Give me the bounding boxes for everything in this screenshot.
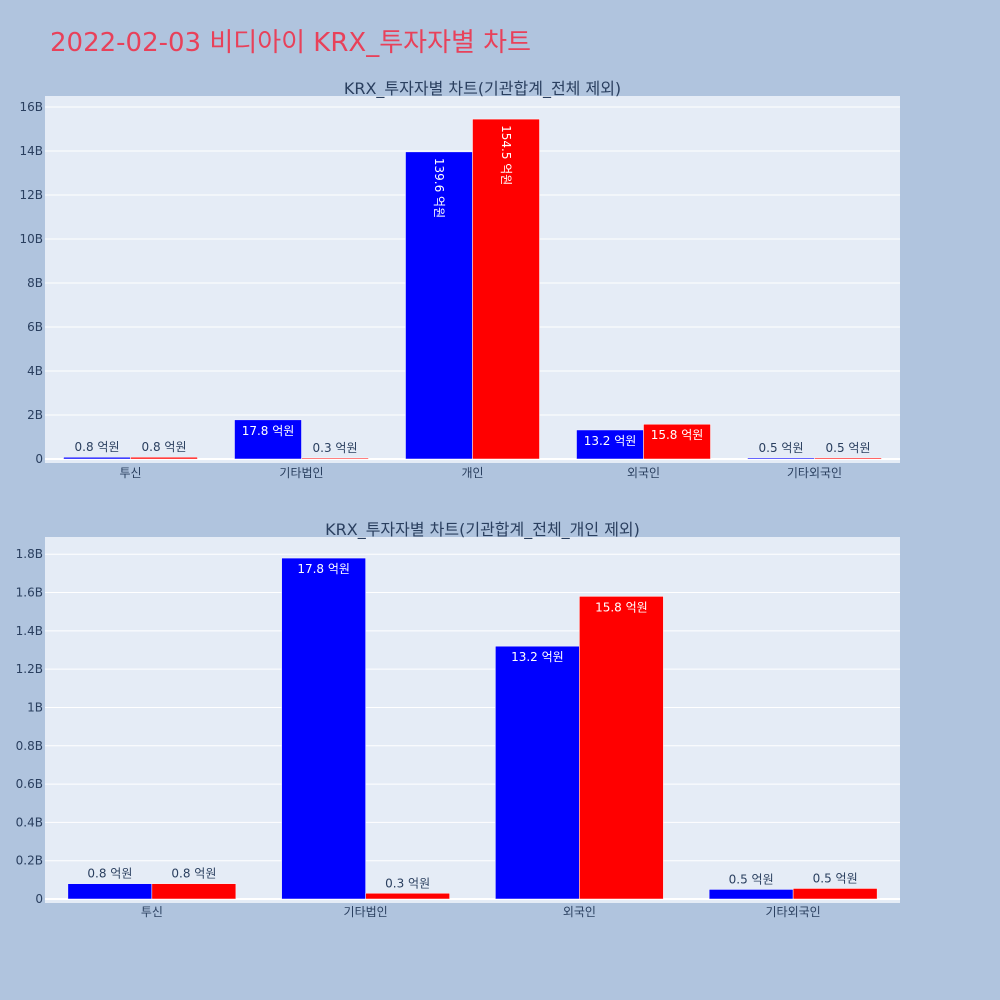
chart-2-data-label: 13.2 억원	[511, 650, 564, 664]
chart-2-y-tick-label: 1.2B	[16, 662, 43, 676]
chart-2-x-tick-label: 기타법인	[344, 905, 388, 919]
chart-1-x-tick-label: 외국인	[627, 466, 660, 480]
chart-2-bar-sell[interactable]	[365, 893, 450, 900]
chart-2-bar-buy[interactable]	[67, 883, 153, 900]
chart-2-bar-buy[interactable]	[495, 645, 580, 900]
chart-1-bar-sell[interactable]	[643, 423, 711, 460]
chart-2-data-label: 0.5 억원	[813, 871, 858, 885]
chart-2-y-tick-label: 1B	[27, 700, 43, 714]
chart-1-data-label: 15.8 억원	[651, 428, 704, 442]
chart-1-bar-sell[interactable]	[814, 457, 882, 460]
chart-1-y-tick-label: 10B	[19, 232, 43, 246]
chart-1-y-tick-label: 2B	[27, 408, 43, 422]
chart-2-bar-sell[interactable]	[579, 596, 664, 900]
chart-1-bar-sell[interactable]	[472, 118, 540, 460]
chart-1-x-tick-label: 기타법인	[279, 466, 323, 480]
chart-2-y-tick-label: 0.4B	[16, 815, 43, 829]
chart-1-data-label: 139.6 억원	[432, 158, 446, 218]
chart-1-y-tick-label: 6B	[27, 320, 43, 334]
chart-2-bar-sell[interactable]	[151, 883, 237, 900]
chart-2-y-tick-label: 0	[35, 892, 43, 906]
chart-2-data-label: 0.8 억원	[87, 867, 132, 881]
chart-1-data-label: 0.8 억원	[75, 440, 120, 454]
chart-2-y-tick-label: 0.6B	[16, 777, 43, 791]
chart-1-y-tick-label: 8B	[27, 276, 43, 290]
chart-1-data-label: 0.8 억원	[142, 440, 187, 454]
chart-1-data-label: 0.3 억원	[313, 441, 358, 455]
chart-2-bar-buy[interactable]	[281, 557, 366, 900]
chart-2-title: KRX_투자자별 차트(기관합계_전체_개인 제외)	[325, 520, 640, 540]
chart-1-y-tick-label: 14B	[19, 144, 43, 158]
chart-1-x-tick-label: 기타외국인	[787, 466, 842, 480]
chart-2-y-tick-label: 0.8B	[16, 739, 43, 753]
chart-2-x-tick-label: 기타외국인	[766, 905, 821, 919]
chart-1-bar-buy[interactable]	[747, 457, 815, 460]
chart-2-y-tick-label: 0.2B	[16, 854, 43, 868]
chart-1-bar-sell[interactable]	[130, 456, 198, 460]
chart-2-bar-buy[interactable]	[708, 889, 794, 900]
chart-2-x-tick-label: 외국인	[563, 905, 596, 919]
chart-2-y-tick-label: 1.4B	[16, 624, 43, 638]
chart-2-data-label: 0.8 억원	[171, 867, 216, 881]
chart-1-data-label: 0.5 억원	[759, 441, 804, 455]
chart-2-x-tick-label: 투신	[141, 905, 163, 919]
chart-1-bar-buy[interactable]	[576, 429, 644, 460]
chart-2-y-tick-label: 1.6B	[16, 586, 43, 600]
chart-1-bar-buy[interactable]	[63, 456, 131, 460]
chart-2-data-label: 0.3 억원	[385, 876, 430, 890]
chart-1-data-label: 13.2 억원	[584, 434, 637, 448]
chart-2-y-tick-label: 1.8B	[16, 547, 43, 561]
chart-1-title: KRX_투자자별 차트(기관합계_전체 제외)	[344, 79, 621, 99]
chart-1-data-label: 17.8 억원	[242, 424, 295, 438]
chart-1-data-label: 154.5 억원	[499, 125, 513, 185]
chart-1-bar-sell[interactable]	[301, 457, 369, 460]
chart-2-plot-area	[45, 537, 900, 903]
chart-1-bar-buy[interactable]	[234, 419, 302, 460]
chart-2-data-label: 0.5 억원	[729, 872, 774, 886]
chart-2-bar-sell[interactable]	[792, 888, 878, 900]
chart-1-y-tick-label: 12B	[19, 188, 43, 202]
chart-1-y-tick-label: 4B	[27, 364, 43, 378]
chart-2-data-label: 17.8 억원	[297, 562, 350, 576]
chart-1-data-label: 0.5 억원	[826, 441, 871, 455]
chart-1-y-tick-label: 16B	[19, 100, 43, 114]
chart-1-x-tick-label: 투신	[119, 466, 141, 480]
page-title: 2022-02-03 비디아이 KRX_투자자별 차트	[50, 28, 532, 58]
chart-1-x-tick-label: 개인	[461, 466, 483, 480]
chart-1-y-tick-label: 0	[35, 452, 43, 466]
chart-2-data-label: 15.8 억원	[595, 600, 648, 614]
